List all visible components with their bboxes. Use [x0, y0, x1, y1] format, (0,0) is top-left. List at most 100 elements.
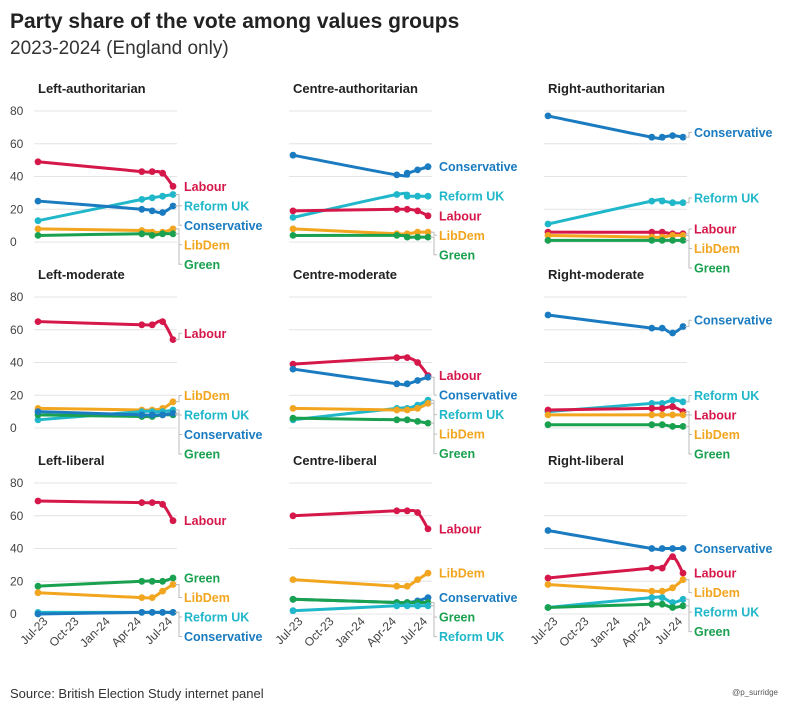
y-tick-label: 60 [10, 323, 24, 337]
data-point-conservative [34, 610, 42, 618]
data-point-reform-uk [658, 594, 666, 601]
series-label-libdem: LibDem [439, 428, 485, 442]
series-label-green: Green [439, 611, 475, 625]
label-leader [175, 205, 182, 226]
y-tick-label: 80 [10, 476, 24, 490]
series-label-labour: Labour [439, 209, 481, 223]
data-point-libdem [34, 225, 42, 233]
series-label-labour: Labour [694, 567, 736, 581]
data-point-green [679, 237, 687, 244]
data-point-labour [424, 525, 432, 533]
series-label-reform-uk: Reform UK [439, 630, 504, 644]
data-point-conservative [544, 112, 552, 120]
data-point-libdem [403, 582, 411, 590]
y-tick-label: 80 [10, 104, 24, 118]
label-leader [685, 411, 692, 416]
data-point-labour [34, 318, 42, 325]
x-tick-label: Jan-24 [77, 614, 113, 650]
series-label-labour: Labour [184, 180, 226, 194]
data-point-libdem [424, 400, 432, 407]
x-tick-label: Jul-23 [527, 614, 560, 647]
series-label-reform-uk: Reform UK [184, 199, 249, 213]
data-point-labour [393, 354, 401, 361]
data-point-green [679, 423, 687, 430]
label-leader [685, 395, 692, 403]
data-point-conservative [34, 408, 42, 415]
data-point-libdem [148, 594, 156, 601]
data-point-labour [138, 321, 146, 329]
data-point-green [393, 232, 401, 239]
data-point-conservative [424, 373, 432, 381]
data-point-labour [169, 336, 177, 343]
data-point-labour [393, 507, 401, 515]
data-point-labour [669, 403, 676, 411]
data-point-labour [159, 500, 167, 508]
data-point-green [658, 421, 666, 429]
data-point-labour [159, 318, 167, 325]
data-point-green [544, 237, 552, 244]
data-point-green [148, 232, 156, 239]
data-point-labour [424, 212, 432, 220]
data-point-conservative [669, 132, 676, 140]
label-leader [685, 425, 692, 455]
data-point-green [138, 230, 146, 238]
x-tick-label: Jul-23 [17, 614, 50, 647]
x-tick-label: Oct-23 [301, 614, 337, 650]
data-point-libdem [679, 576, 687, 583]
data-point-conservative [648, 133, 656, 141]
series-label-labour: Labour [439, 522, 481, 536]
series-label-conservative: Conservative [439, 591, 518, 605]
data-point-green [544, 604, 552, 611]
data-point-conservative [403, 169, 411, 177]
data-point-conservative [403, 380, 411, 388]
series-label-labour: Labour [694, 223, 736, 237]
data-point-reform-uk [403, 192, 411, 200]
data-point-libdem [679, 411, 687, 419]
label-leader [685, 579, 692, 594]
data-point-reform-uk [34, 217, 42, 225]
data-point-green [34, 232, 42, 239]
data-point-labour [289, 207, 297, 215]
data-point-reform-uk [648, 594, 656, 601]
panel-title: Right-liberal [548, 453, 624, 468]
data-point-conservative [679, 133, 687, 141]
series-label-libdem: LibDem [694, 242, 740, 256]
data-point-green [669, 237, 676, 244]
panel-title: Centre-authoritarian [293, 81, 418, 96]
series-label-labour: Labour [184, 514, 226, 528]
data-point-libdem [424, 228, 432, 236]
data-point-libdem [289, 405, 297, 412]
data-point-conservative [289, 365, 297, 373]
data-point-reform-uk [648, 400, 656, 407]
label-leader [430, 422, 437, 455]
data-point-libdem [544, 581, 552, 588]
data-point-green [169, 230, 177, 238]
data-point-conservative [138, 411, 146, 419]
series-label-labour: Labour [694, 409, 736, 423]
label-leader [685, 605, 692, 633]
x-tick-label: Apr-24 [364, 614, 400, 650]
data-point-reform-uk [403, 602, 411, 610]
label-leader [685, 319, 692, 327]
data-point-reform-uk [679, 199, 687, 207]
panel-centre-moderate: Centre-moderate Labour Conservative Reform … [289, 267, 518, 461]
author-credit: @p_surridge [732, 688, 778, 697]
data-point-green [648, 421, 656, 429]
label-leader [175, 584, 182, 598]
data-point-conservative [414, 166, 421, 174]
series-label-green: Green [694, 625, 730, 639]
data-point-libdem [414, 228, 421, 236]
x-tick-label: Jul-24 [652, 614, 685, 647]
data-point-conservative [669, 545, 676, 552]
label-leader [175, 194, 182, 207]
data-point-green [34, 582, 42, 590]
series-label-green: Green [439, 248, 475, 262]
data-point-libdem [414, 576, 421, 583]
label-leader [175, 395, 182, 403]
data-point-green [289, 232, 297, 239]
data-point-reform-uk [669, 199, 676, 207]
panel-right-authoritarian: Right-authoritarian Conservative Reform UK… [544, 81, 773, 276]
series-label-reform-uk: Reform UK [439, 408, 504, 422]
data-point-reform-uk [34, 416, 42, 424]
